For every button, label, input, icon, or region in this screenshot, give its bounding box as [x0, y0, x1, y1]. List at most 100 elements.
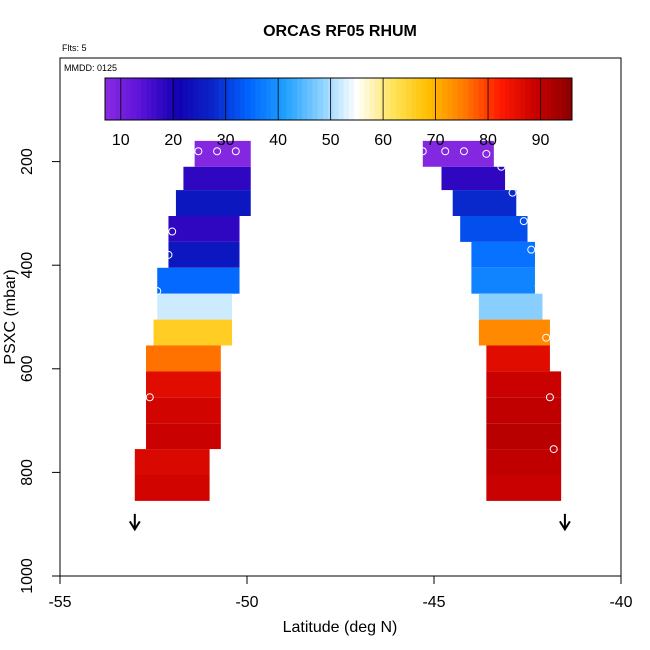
colorbar-tick-label: 10	[112, 132, 130, 149]
colorbar-segment	[566, 78, 573, 120]
colorbar-segment	[203, 78, 210, 120]
colorbar-segment	[125, 78, 132, 120]
plot-cells	[134, 140, 562, 501]
colorbar-tick-label: 30	[217, 132, 235, 149]
x-axis-label: Latitude (deg N)	[283, 619, 398, 636]
colorbar-segment	[525, 78, 531, 120]
colorbar-segment	[374, 78, 381, 120]
colorbar-segment	[411, 78, 417, 120]
flight-marker	[168, 227, 177, 236]
colorbar-segment	[198, 78, 204, 120]
colorbar-segment	[348, 78, 355, 120]
southbound-cell	[146, 423, 221, 450]
colorbar-segment	[219, 78, 225, 120]
colorbar-frame	[104, 77, 573, 121]
southbound-cell	[168, 241, 240, 268]
colorbar-segment	[369, 78, 376, 120]
flight-marker	[534, 281, 543, 290]
colorbar-segment	[110, 78, 116, 120]
flight-marker	[441, 147, 450, 156]
flight-count-label: Flts: 5	[62, 43, 87, 53]
colorbar-segment	[296, 78, 303, 120]
colorbar-segment	[468, 78, 474, 120]
flight-marker	[497, 162, 506, 171]
x-ticks: -55 -50 -45 -40	[48, 576, 633, 611]
colorbar-segment	[265, 78, 272, 120]
colorbar-segment	[120, 78, 127, 120]
colorbar-tick-label: 80	[479, 132, 497, 149]
colorbar-segment	[473, 78, 479, 120]
direction-arrow-head	[559, 520, 571, 532]
colorbar-segment	[182, 78, 189, 120]
colorbar-tick-label: 20	[164, 132, 182, 149]
flight-marker	[164, 250, 173, 259]
colorbar-segment	[224, 78, 230, 120]
colorbar-segment	[442, 78, 448, 120]
colorbar-segment	[514, 78, 521, 120]
colorbar-segment	[447, 78, 453, 120]
y-axis-label: PSXC (mbar)	[2, 269, 19, 364]
colorbar-segment	[405, 78, 412, 120]
colorbar-segment	[162, 78, 168, 120]
date-label: MMDD: 0125	[64, 63, 117, 73]
y-ticks: 200 400 600 800 1000	[19, 148, 60, 594]
northbound-cell	[486, 449, 562, 475]
flight-marker	[542, 333, 551, 342]
southbound-cell	[168, 215, 240, 242]
colorbar-segment	[188, 78, 194, 120]
southbound-cell	[146, 371, 221, 398]
northbound-cell	[478, 293, 543, 320]
colorbar: 10 20 30 40 50 60 70 80 90	[104, 77, 573, 149]
southbound-cell	[183, 166, 251, 191]
flight-marker	[231, 147, 240, 156]
northbound-cell	[478, 319, 550, 346]
colorbar-segment	[416, 78, 422, 120]
colorbar-tick-label: 60	[374, 132, 392, 149]
colorbar-segment	[141, 78, 147, 120]
colorbar-segment	[317, 78, 324, 120]
colorbar-segment	[499, 78, 505, 120]
colorbar-segment	[105, 78, 111, 120]
northbound-cell	[471, 241, 535, 268]
northbound-cell	[486, 474, 562, 501]
y-tick-label: 600	[19, 355, 36, 382]
southbound-cell	[153, 319, 233, 346]
y-axis: 200 400 600 800 1000 PSXC (mbar)	[2, 58, 61, 594]
plot-markers	[145, 147, 558, 454]
colorbar-segment	[167, 78, 173, 120]
direction-arrow-head	[128, 520, 141, 532]
northbound-cell	[422, 140, 494, 167]
colorbar-tick-label: 50	[322, 132, 340, 149]
colorbar-segment	[286, 78, 293, 120]
colorbar-segment	[156, 78, 163, 120]
southbound-cell	[175, 190, 251, 216]
colorbar-segment	[213, 78, 220, 120]
colorbar-segment	[400, 78, 407, 120]
southbound-cell	[146, 397, 221, 424]
flight-marker	[153, 287, 162, 296]
colorbar-segment	[426, 78, 433, 120]
colorbar-segment	[234, 78, 241, 120]
flight-marker	[145, 336, 154, 345]
colorbar-segment	[364, 78, 370, 120]
flight-marker	[508, 188, 517, 197]
colorbar-segment	[556, 78, 562, 120]
colorbar-segment	[457, 78, 464, 120]
colorbar-segment	[281, 78, 287, 120]
colorbar-segment	[483, 78, 490, 120]
y-tick-label: 400	[19, 252, 36, 279]
colorbar-segment	[546, 78, 552, 120]
x-axis: -55 -50 -45 -40 Latitude (deg N)	[48, 575, 633, 636]
colorbar-segment	[504, 78, 511, 120]
colorbar-segment	[488, 78, 495, 120]
colorbar-segment	[385, 78, 391, 120]
colorbar-segment	[395, 78, 402, 120]
colorbar-segment	[343, 78, 350, 120]
x-tick-label: -55	[48, 594, 71, 611]
colorbar-segment	[136, 78, 142, 120]
colorbar-segment	[390, 78, 396, 120]
flight-marker	[527, 245, 536, 254]
flight-marker	[459, 147, 468, 156]
northbound-cell	[471, 267, 535, 294]
